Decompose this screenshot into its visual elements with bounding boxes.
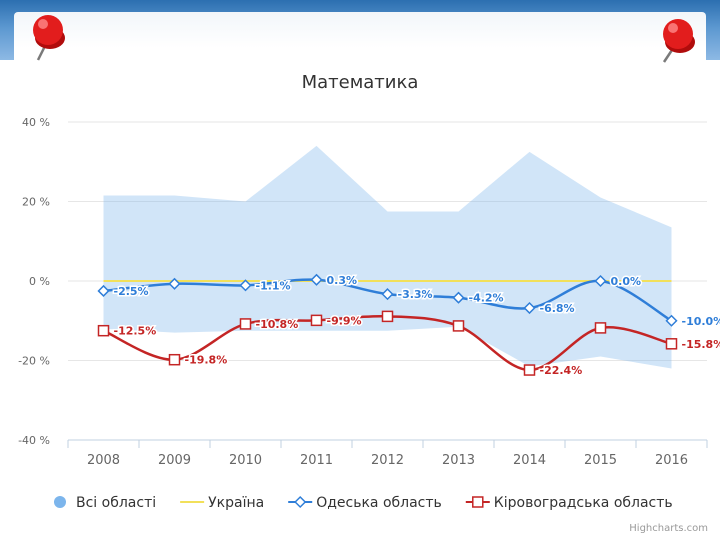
legend: Всі області Україна Одеська область Кіровог… xyxy=(54,495,673,511)
legend-label: Всі області xyxy=(76,495,156,511)
credits-link[interactable]: Highcharts.com xyxy=(629,523,708,534)
legend-label: Одеська область xyxy=(316,495,442,511)
x-tick-label: 2011 xyxy=(300,453,333,468)
square-marker xyxy=(594,322,607,334)
chart-title: Математика xyxy=(302,72,419,93)
data-label: -2.5% xyxy=(114,285,149,298)
legend-item[interactable]: Одеська область xyxy=(288,495,442,511)
math-chart: Математика -2.5% -1.1% 0.3% -3.3% -4.2% -6.8%… xyxy=(18,72,720,511)
y-tick-label: 40 % xyxy=(22,116,50,129)
square-marker xyxy=(452,320,465,332)
data-label: -9.9% xyxy=(327,314,362,327)
diamond-marker xyxy=(168,277,181,290)
diamond-marker xyxy=(452,291,465,304)
legend-symbol xyxy=(54,496,66,508)
data-label: -19.8% xyxy=(185,354,228,367)
y-tick-label: 0 % xyxy=(29,275,50,288)
x-tick-label: 2014 xyxy=(513,453,546,468)
square-marker xyxy=(523,364,536,376)
data-label: 0.3% xyxy=(327,274,358,287)
data-label: 0.0% xyxy=(611,275,642,288)
legend-symbol xyxy=(472,496,484,508)
x-tick-label: 2009 xyxy=(158,453,191,468)
data-label: -1.1% xyxy=(256,279,291,292)
x-tick-label: 2010 xyxy=(229,453,262,468)
diamond-marker xyxy=(594,274,607,288)
square-marker xyxy=(381,310,394,323)
slide-paper xyxy=(14,12,706,60)
data-label: -10.0% xyxy=(682,315,720,328)
data-label: -4.2% xyxy=(469,292,504,305)
square-marker xyxy=(239,318,252,330)
axes: 40 % 20 % 0 % -20 % -40 % 2008 2009 2010 2011 201… xyxy=(18,116,708,468)
data-label: -10.8% xyxy=(256,318,299,331)
diamond-marker xyxy=(381,288,394,301)
data-label: -22.4% xyxy=(540,364,583,377)
x-tick-label: 2013 xyxy=(442,453,475,468)
square-marker xyxy=(168,353,181,366)
y-tick-label: -40 % xyxy=(18,434,50,447)
legend-item[interactable]: Україна xyxy=(180,495,264,511)
square-marker xyxy=(665,338,678,350)
diamond-marker xyxy=(310,273,323,286)
diamond-marker xyxy=(523,301,536,315)
legend-symbol xyxy=(294,495,307,509)
x-tick-label: 2012 xyxy=(371,453,404,468)
data-label: -15.8% xyxy=(682,338,720,351)
data-label: -6.8% xyxy=(540,302,575,315)
diamond-marker xyxy=(665,314,678,327)
slide-frame xyxy=(0,0,720,60)
diamond-marker xyxy=(97,284,110,297)
square-marker xyxy=(97,324,110,337)
legend-label: Україна xyxy=(208,495,264,511)
legend-item[interactable]: Кіровоградська область xyxy=(465,495,673,511)
x-tick-label: 2015 xyxy=(584,453,617,468)
legend-item[interactable]: Всі області xyxy=(54,495,156,511)
square-marker xyxy=(310,314,323,327)
diamond-marker xyxy=(239,279,252,292)
y-tick-label: 20 % xyxy=(22,196,50,209)
series-markers xyxy=(97,273,678,376)
y-tick-label: -20 % xyxy=(18,355,50,368)
pushpin-icon xyxy=(33,15,65,61)
data-labels: -2.5% -1.1% 0.3% -3.3% -4.2% -6.8% 0.0% -10.0% -… xyxy=(112,272,720,378)
legend-label: Кіровоградська область xyxy=(494,495,673,511)
x-tick-label: 2016 xyxy=(655,453,688,468)
data-label: -3.3% xyxy=(398,288,433,301)
data-label: -12.5% xyxy=(114,325,157,338)
x-tick-label: 2008 xyxy=(87,453,120,468)
pushpin-icon xyxy=(662,19,695,63)
